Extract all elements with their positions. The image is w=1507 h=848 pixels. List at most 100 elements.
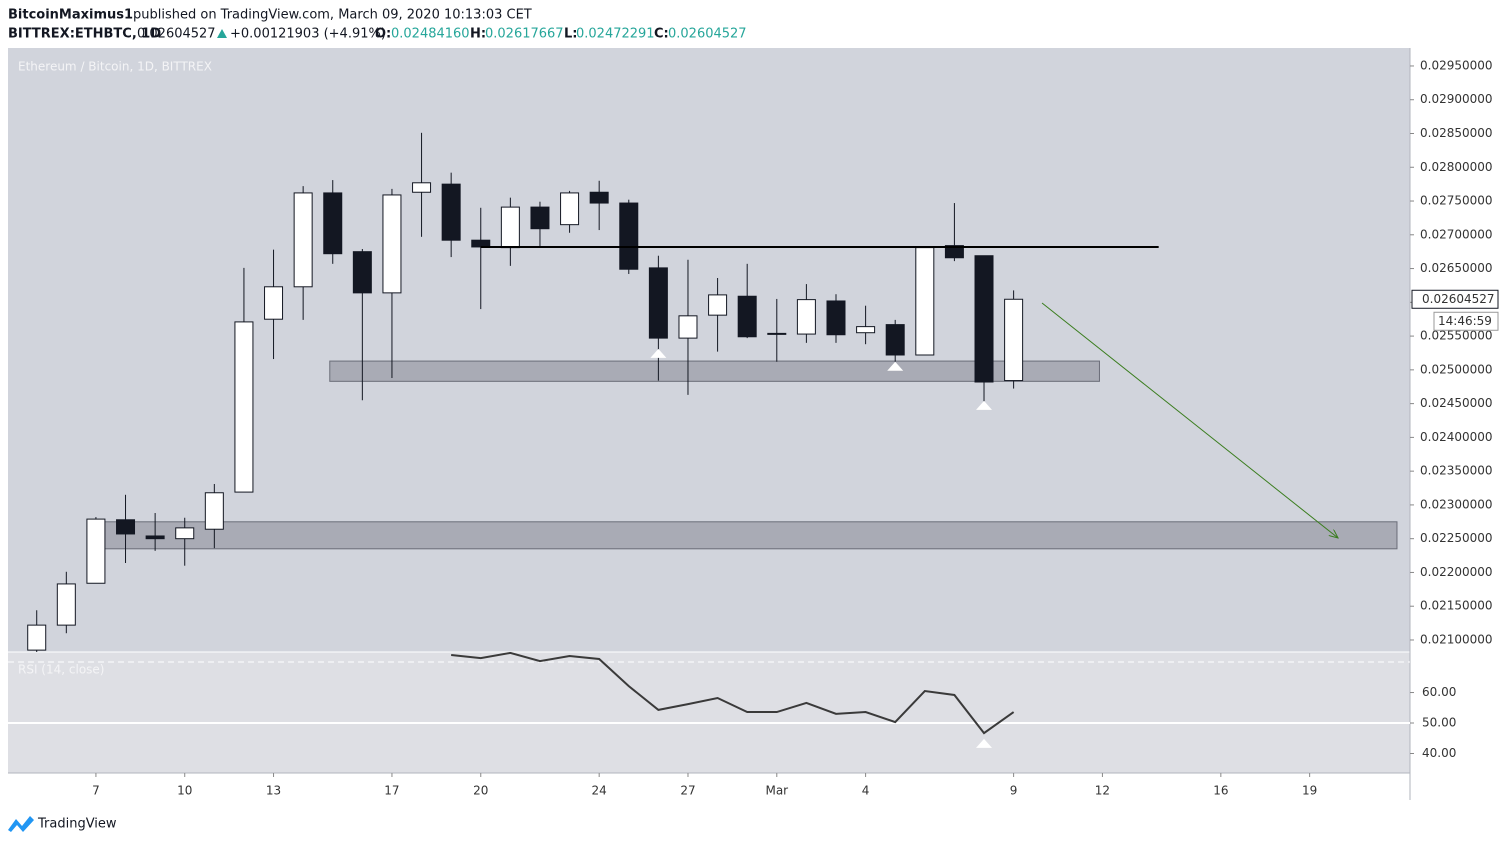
x-tick-label: 13 bbox=[266, 784, 281, 798]
up-icon bbox=[217, 29, 227, 38]
l-label: L: bbox=[564, 27, 577, 42]
last: 0.02604527 bbox=[137, 27, 216, 42]
candle-body bbox=[856, 326, 876, 334]
x-tick-label: 27 bbox=[680, 784, 695, 798]
candle-body bbox=[1004, 298, 1024, 382]
x-tick-label: 4 bbox=[862, 784, 870, 798]
rsi-line bbox=[451, 652, 1015, 735]
c-label: C: bbox=[654, 27, 669, 42]
rsi-pane bbox=[8, 652, 1410, 773]
candle-body bbox=[234, 321, 254, 493]
y-tick-label: 0.02500000 bbox=[1420, 362, 1493, 376]
y-tick-label: 0.02400000 bbox=[1420, 430, 1493, 444]
chart-title: Ethereum / Bitcoin, 1D, BITTREX bbox=[18, 60, 212, 74]
candle-body bbox=[293, 192, 313, 288]
candle-body bbox=[974, 255, 994, 383]
zone bbox=[95, 521, 1398, 550]
candle-body bbox=[441, 183, 461, 241]
y-tick-label: 0.02650000 bbox=[1420, 261, 1493, 275]
candle-body bbox=[560, 192, 580, 226]
change: +0.00121903 (+4.91%) bbox=[230, 27, 386, 42]
candle-body bbox=[796, 299, 816, 335]
brand: TradingView bbox=[37, 817, 117, 832]
candle-body bbox=[678, 315, 698, 339]
o-value: 0.02484160 bbox=[391, 27, 470, 42]
x-tick-label: 12 bbox=[1095, 784, 1110, 798]
candle-body bbox=[323, 192, 343, 255]
candle-body bbox=[944, 245, 964, 259]
candle-body bbox=[767, 332, 787, 335]
candle-body bbox=[530, 206, 550, 230]
candle-body bbox=[116, 519, 136, 535]
x-tick-label: 7 bbox=[92, 784, 100, 798]
candle-body bbox=[915, 247, 935, 356]
candle-body bbox=[27, 624, 47, 651]
h-label: H: bbox=[470, 27, 486, 42]
y-tick-label: 0.02700000 bbox=[1420, 227, 1493, 241]
candle-body bbox=[382, 194, 402, 294]
x-tick-label: 16 bbox=[1213, 784, 1228, 798]
candle-body bbox=[885, 324, 905, 356]
x-tick-label: 9 bbox=[1010, 784, 1018, 798]
x-tick-label: 19 bbox=[1302, 784, 1317, 798]
countdown: 14:46:59 bbox=[1438, 314, 1492, 328]
x-tick-label: Mar bbox=[765, 784, 788, 798]
last-price: 0.02604527 bbox=[1422, 292, 1495, 306]
x-tick-label: 10 bbox=[177, 784, 192, 798]
marker bbox=[976, 738, 993, 748]
candle-body bbox=[589, 191, 609, 204]
y-tick-label: 0.02750000 bbox=[1420, 194, 1493, 208]
candle-body bbox=[708, 294, 728, 316]
x-tick-label: 17 bbox=[384, 784, 399, 798]
y-tick-label: 40.00 bbox=[1422, 746, 1456, 760]
y-tick-label: 0.02350000 bbox=[1420, 464, 1493, 478]
c-value: 0.02604527 bbox=[668, 27, 747, 42]
y-tick-label: 0.02800000 bbox=[1420, 160, 1493, 174]
y-tick-label: 50.00 bbox=[1422, 716, 1456, 730]
y-tick-label: 0.02950000 bbox=[1420, 58, 1493, 72]
logo bbox=[8, 816, 34, 832]
x-tick-label: 24 bbox=[592, 784, 607, 798]
l-value: 0.02472291 bbox=[576, 27, 655, 42]
y-tick-label: 60.00 bbox=[1422, 685, 1456, 699]
y-tick-label: 0.02150000 bbox=[1420, 599, 1493, 613]
candle-body bbox=[619, 202, 639, 270]
candle-body bbox=[86, 518, 106, 584]
marker bbox=[650, 348, 667, 358]
countdown-box bbox=[1433, 311, 1499, 331]
marker bbox=[887, 361, 904, 371]
y-tick-label: 0.02850000 bbox=[1420, 126, 1493, 140]
marker bbox=[976, 400, 993, 410]
candle-body bbox=[471, 239, 491, 248]
candle-body bbox=[500, 206, 520, 249]
symbol: BITTREX:ETHBTC, 1D bbox=[8, 27, 161, 42]
o-label: O: bbox=[375, 27, 391, 42]
author: BitcoinMaximus1 bbox=[8, 8, 133, 23]
last-price-box bbox=[1411, 289, 1499, 309]
rsi-title: RSI (14, close) bbox=[18, 663, 104, 677]
zone bbox=[329, 360, 1100, 382]
candle-body bbox=[56, 583, 76, 626]
y-tick-label: 0.02250000 bbox=[1420, 531, 1493, 545]
y-tick-label: 0.02100000 bbox=[1420, 632, 1493, 646]
candle-body bbox=[648, 267, 668, 339]
arrow bbox=[1041, 302, 1338, 538]
candle-body bbox=[352, 251, 372, 294]
candle-body bbox=[145, 535, 165, 540]
candle-body bbox=[737, 295, 757, 338]
y-tick-label: 0.02550000 bbox=[1420, 329, 1493, 343]
candle-body bbox=[264, 286, 284, 320]
published: published on TradingView.com, March 09, … bbox=[133, 8, 532, 23]
y-tick-label: 0.02450000 bbox=[1420, 396, 1493, 410]
h-value: 0.02617667 bbox=[485, 27, 564, 42]
y-tick-label: 0.02300000 bbox=[1420, 497, 1493, 511]
candle-body bbox=[204, 492, 224, 530]
candle-body bbox=[412, 182, 432, 193]
candle-body bbox=[826, 300, 846, 336]
y-tick-label: 0.02200000 bbox=[1420, 565, 1493, 579]
candle-body bbox=[175, 527, 195, 540]
price-pane bbox=[8, 48, 1410, 652]
x-tick-label: 20 bbox=[473, 784, 488, 798]
y-tick-label: 0.02900000 bbox=[1420, 92, 1493, 106]
